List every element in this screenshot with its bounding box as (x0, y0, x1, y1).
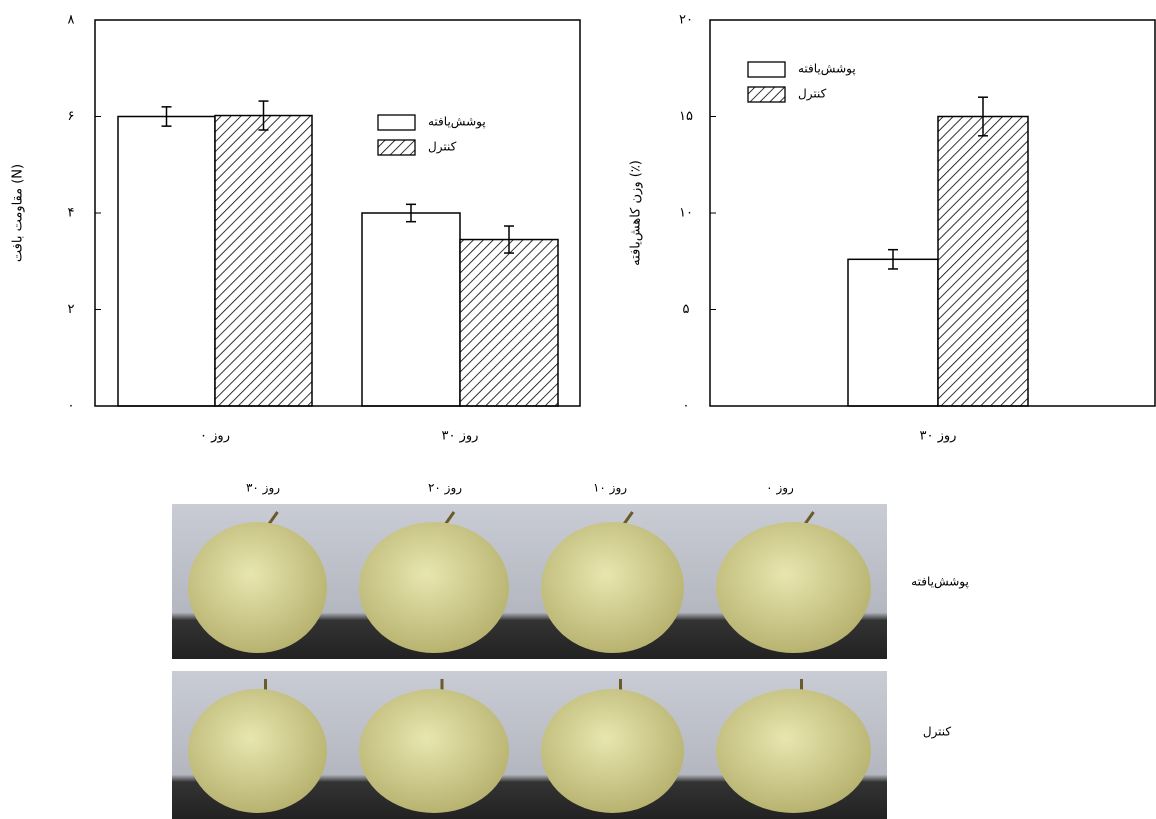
legend-swatch (378, 140, 415, 155)
bar (215, 116, 312, 406)
apple (188, 522, 327, 653)
legend-label: پوشش‌یافته (798, 62, 856, 77)
apple (359, 522, 509, 653)
y-axis-label: وزن کاهش‌یافته (٪) (629, 160, 644, 266)
row-label: کنترل (923, 725, 952, 740)
column-label: ۳۰ روز (246, 481, 280, 496)
apple (188, 689, 327, 813)
y-tick-label: ۰ (68, 399, 75, 414)
bar (362, 213, 460, 406)
legend-swatch (748, 62, 785, 77)
figure: ۰ ۲ ۴ ۶ ۸ مقاومت بافت (N) ۰ روز ۳۰ روز پوشش‌یافت… (0, 0, 1156, 819)
y-tick-label: ۵ (683, 302, 690, 317)
y-tick-label: ۲ (68, 302, 75, 317)
apple (541, 689, 684, 813)
legend-swatch (378, 115, 415, 130)
row-label: پوشش‌یافته (911, 575, 969, 590)
y-axis-label: مقاومت بافت (N) (11, 164, 26, 262)
y-tick-label: ۶ (68, 109, 75, 124)
apple (359, 689, 509, 813)
y-tick-label: ۱۵ (679, 109, 693, 124)
y-tick-label: ۱۰ (679, 206, 693, 221)
bar (460, 240, 558, 406)
x-tick-label: ۳۰ روز (442, 429, 479, 444)
legend-label: کنترل (428, 140, 457, 155)
y-tick-label: ۰ (683, 399, 690, 414)
x-tick-label: ۰ روز (200, 429, 230, 444)
column-label: ۲۰ روز (428, 481, 462, 496)
bar (848, 259, 938, 406)
bar (118, 117, 215, 407)
legend-label: کنترل (798, 87, 827, 102)
x-tick-label: ۳۰ روز (920, 429, 957, 444)
apple (716, 689, 871, 813)
legend-swatch (748, 87, 785, 102)
y-tick-label: ۴ (68, 206, 75, 221)
column-label: ۰ روز (766, 481, 794, 496)
column-label: ۱۰ روز (593, 481, 627, 496)
y-tick-label: ۸ (68, 13, 75, 28)
apple (541, 522, 684, 653)
legend-label: پوشش‌یافته (428, 115, 486, 130)
y-tick-label: ۲۰ (679, 13, 693, 28)
apple (716, 522, 871, 653)
bar (938, 117, 1028, 407)
